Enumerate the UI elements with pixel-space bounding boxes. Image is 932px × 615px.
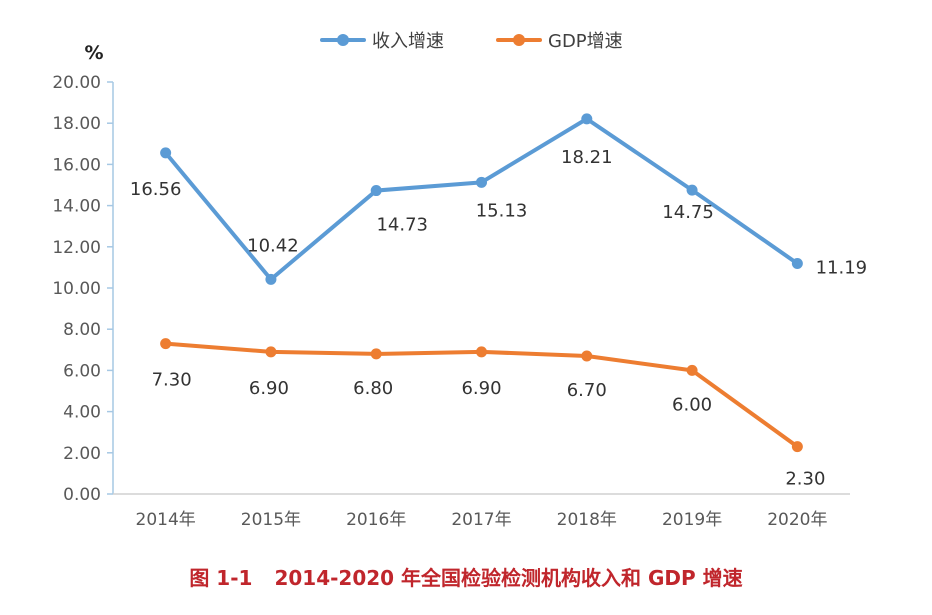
y-tick-label: 20.00 [52,73,101,93]
data-point [686,364,698,376]
data-label: 6.90 [461,378,501,399]
data-point [791,257,803,269]
legend-label: 收入增速 [372,31,444,52]
data-label: 6.70 [567,380,607,401]
data-point [160,147,172,159]
y-tick-label: 2.00 [63,444,101,464]
data-label: 14.73 [376,215,428,236]
y-tick-label: 4.00 [63,403,101,423]
data-point [686,184,698,196]
caption-text: 2014-2020 年全国检验检测机构收入和 GDP 增速 [274,566,743,590]
data-label: 6.90 [249,378,289,399]
figure-caption: 图 1-1 2014-2020 年全国检验检测机构收入和 GDP 增速 [0,562,932,591]
y-tick-label: 8.00 [63,320,101,340]
legend-marker [337,34,349,46]
y-tick-label: 12.00 [52,238,101,258]
data-point [581,113,593,125]
data-label: 10.42 [247,235,299,256]
x-tick-label: 2015年 [241,510,301,530]
data-label: 7.30 [152,370,192,391]
data-label: 14.75 [662,202,714,223]
legend-marker [513,34,525,46]
y-tick-label: 16.00 [52,155,101,175]
data-point [581,350,593,362]
data-point [265,346,277,358]
y-tick-label: 14.00 [52,197,101,217]
data-point [476,176,487,188]
data-point [476,346,487,358]
data-label: 2.30 [785,469,825,490]
line-chart: 0.00 2.00 4.00 6.00 8.00 10.00 12.00 14.00 16.00… [52,31,868,530]
data-label: 6.80 [353,378,393,399]
x-tick-label: 2018年 [557,510,617,530]
legend-label: GDP增速 [548,31,623,52]
x-tick-label: 2020年 [767,510,827,530]
x-tick-label: 2016年 [346,510,406,530]
data-point [370,348,382,360]
data-point [160,338,172,350]
y-tick-label: 18.00 [52,114,101,134]
data-label: 11.19 [816,257,868,278]
caption-number: 图 1-1 [189,566,253,590]
data-label: 6.00 [672,394,712,415]
y-tick-label: 0.00 [63,485,101,505]
y-tick-label: 10.00 [52,279,101,299]
x-tick-label: 2014年 [136,510,196,530]
data-label: 16.56 [130,179,182,200]
data-point [791,441,803,453]
data-label: 15.13 [476,200,528,221]
data-point [265,273,277,285]
y-tick-label: 6.00 [63,361,101,381]
data-label: 18.21 [561,147,613,168]
x-tick-label: 2017年 [451,510,511,530]
x-tick-label: 2019年 [662,510,722,530]
data-point [370,185,382,197]
y-axis-unit-label: % [84,42,103,64]
